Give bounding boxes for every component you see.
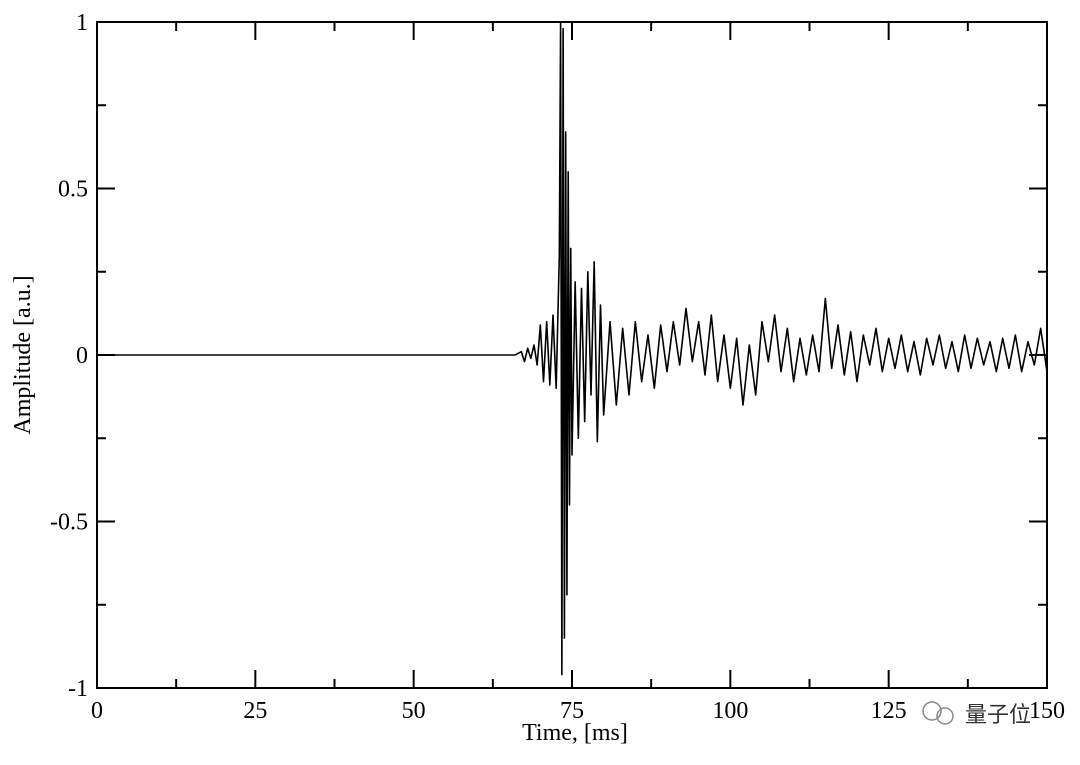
y-tick-label: -0.5: [50, 510, 88, 536]
y-tick-label: 1: [76, 10, 88, 36]
x-tick-label: 50: [402, 698, 426, 724]
watermark-logo: [936, 707, 954, 725]
x-axis-label: Time, [ms]: [522, 720, 628, 746]
x-tick-label: 75: [560, 698, 584, 724]
y-tick-label: 0.5: [58, 177, 88, 203]
watermark-text: 量子位: [965, 703, 1031, 728]
watermark-logo: [922, 701, 942, 721]
x-tick-label: 125: [871, 698, 907, 724]
x-tick-label: 150: [1029, 698, 1065, 724]
y-tick-label: -1: [68, 676, 88, 702]
y-tick-label: 0: [76, 343, 88, 369]
watermark: 量子位: [922, 701, 1031, 728]
y-axis-label: Amplitude [a.u.]: [10, 275, 36, 434]
x-tick-label: 25: [243, 698, 267, 724]
x-tick-label: 100: [712, 698, 748, 724]
x-tick-label: 0: [91, 698, 103, 724]
signal-line: [97, 21, 1048, 676]
